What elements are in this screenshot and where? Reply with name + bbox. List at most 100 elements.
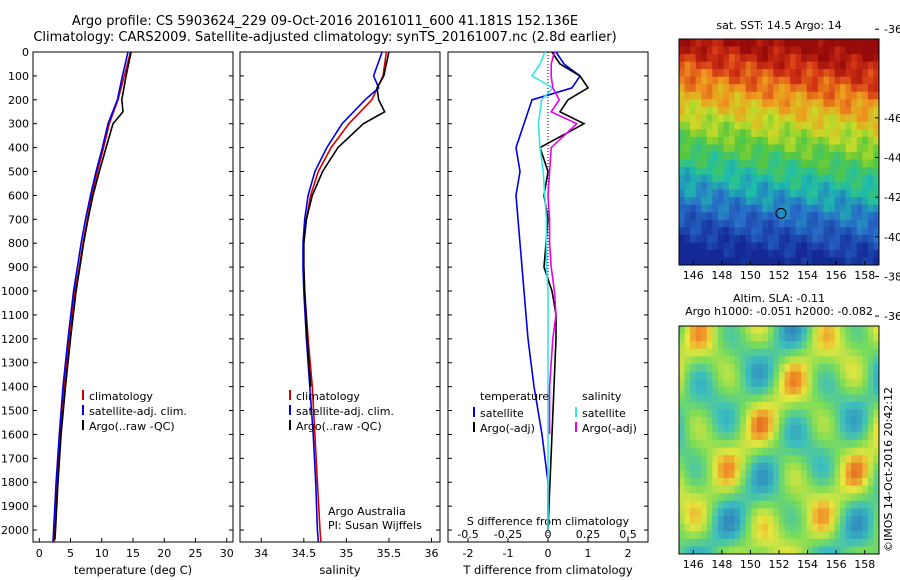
field-cell — [784, 500, 791, 509]
field-cell — [851, 500, 858, 509]
field-cell — [795, 242, 802, 251]
field-cell — [790, 409, 797, 418]
field-cell — [712, 371, 719, 380]
field-cell — [817, 227, 824, 236]
field-cell — [867, 204, 874, 213]
field-cell — [845, 167, 852, 176]
field-cell — [767, 249, 774, 258]
field-cell — [867, 159, 874, 168]
field-cell — [845, 379, 852, 388]
field-cell — [873, 394, 879, 403]
field-cell — [795, 470, 802, 479]
field-cell — [829, 379, 836, 388]
field-cell — [817, 174, 824, 183]
field-cell — [856, 189, 863, 198]
field-cell — [773, 234, 780, 243]
field-cell — [701, 84, 708, 93]
title-line-2: Climatology: CARS2009. Satellite-adjuste… — [33, 30, 617, 45]
field-cell — [817, 409, 824, 418]
field-cell — [767, 508, 774, 517]
field-cell — [767, 531, 774, 540]
field-cell — [740, 500, 747, 509]
field-cell — [812, 531, 819, 540]
field-cell — [873, 409, 879, 418]
field-cell — [745, 114, 752, 123]
field-cell — [845, 447, 852, 456]
field-cell — [734, 493, 741, 502]
field-cell — [867, 167, 874, 176]
field-cell — [790, 341, 797, 350]
field-cell — [684, 114, 691, 123]
field-cell — [762, 470, 769, 479]
field-cell — [690, 394, 697, 403]
field-cell — [779, 417, 786, 426]
field-cell — [684, 538, 691, 547]
field-cell — [856, 121, 863, 130]
field-cell — [740, 84, 747, 93]
field-cell — [812, 500, 819, 509]
field-cell — [779, 326, 786, 335]
field-cell — [767, 91, 774, 100]
field-cell — [734, 326, 741, 335]
field-cell — [840, 531, 847, 540]
field-cell — [751, 91, 758, 100]
field-cell — [712, 84, 719, 93]
field-cell — [701, 493, 708, 502]
field-cell — [801, 462, 808, 471]
field-cell — [740, 409, 747, 418]
field-cell — [873, 39, 879, 47]
field-cell — [784, 386, 791, 395]
field-cell — [773, 249, 780, 258]
field-cell — [734, 341, 741, 350]
field-cell — [834, 538, 841, 547]
field-cell — [840, 470, 847, 479]
field-cell — [812, 478, 819, 487]
salinity-xtick-label: 36 — [424, 547, 438, 560]
field-cell — [867, 249, 874, 258]
field-cell — [851, 144, 858, 153]
field-cell — [851, 493, 858, 502]
field-cell — [784, 493, 791, 502]
field-cell — [856, 84, 863, 93]
field-cell — [767, 409, 774, 418]
field-cell — [740, 121, 747, 130]
field-cell — [701, 69, 708, 78]
field-cell — [834, 508, 841, 517]
field-cell — [701, 219, 708, 228]
field-cell — [712, 76, 719, 85]
field-cell — [756, 84, 763, 93]
field-cell — [706, 167, 713, 176]
field-cell — [823, 333, 830, 342]
field-cell — [679, 54, 686, 63]
field-cell — [823, 234, 830, 243]
field-cell — [717, 500, 724, 509]
field-cell — [762, 462, 769, 471]
field-cell — [801, 348, 808, 357]
field-cell — [851, 136, 858, 145]
field-cell — [834, 91, 841, 100]
field-cell — [867, 39, 874, 47]
field-cell — [862, 234, 869, 243]
field-cell — [684, 39, 691, 47]
field-cell — [817, 440, 824, 449]
field-cell — [767, 54, 774, 63]
field-cell — [817, 69, 824, 78]
field-cell — [829, 371, 836, 380]
field-cell — [745, 417, 752, 426]
field-cell — [834, 417, 841, 426]
field-cell — [873, 227, 879, 236]
field-cell — [845, 46, 852, 55]
field-cell — [856, 136, 863, 145]
field-cell — [695, 432, 702, 441]
field-cell — [856, 152, 863, 160]
field-cell — [817, 167, 824, 176]
field-cell — [712, 546, 719, 554]
field-cell — [845, 144, 852, 153]
field-cell — [679, 114, 686, 123]
credit-note: Argo Australia — [328, 505, 406, 518]
field-cell — [784, 174, 791, 183]
field-cell — [856, 523, 863, 532]
field-cell — [745, 493, 752, 502]
field-cell — [817, 538, 824, 547]
field-cell — [723, 91, 730, 100]
